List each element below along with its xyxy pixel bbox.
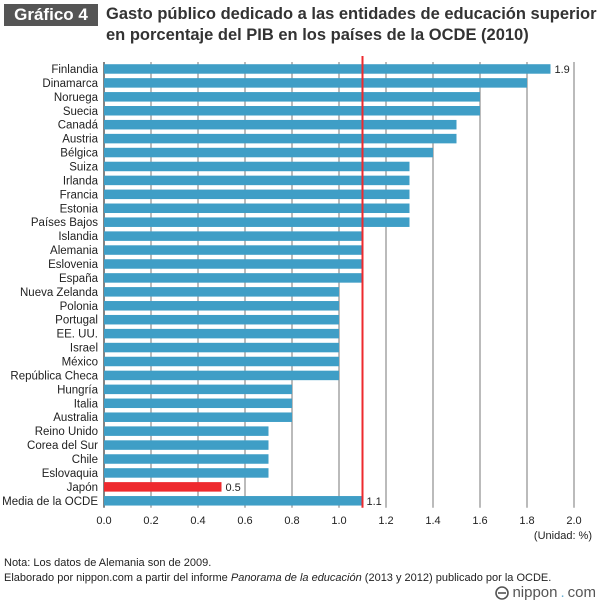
bar [104, 384, 292, 395]
bar [104, 92, 480, 102]
category-label: Irlanda [63, 175, 99, 187]
category-label: Suiza [69, 161, 98, 173]
x-tick-label: 0.8 [284, 515, 299, 527]
bar [104, 273, 363, 283]
category-label: Corea del Sur [27, 440, 98, 452]
category-label: Noruega [54, 92, 99, 104]
category-label: Alemania [50, 245, 99, 257]
bar [104, 370, 339, 381]
category-label: Finlandia [51, 64, 98, 76]
source-report-title: Panorama de la educación [230, 572, 362, 584]
category-label: Polonia [60, 301, 99, 313]
category-label: Japón [67, 482, 98, 494]
bar [104, 106, 480, 116]
category-label: Países Bajos [31, 217, 98, 229]
brand-dot: . [560, 584, 565, 601]
category-label: Suecia [63, 106, 99, 118]
bar [104, 412, 292, 422]
bar [104, 287, 339, 297]
category-label: Estonia [60, 203, 99, 215]
category-label: Reino Unido [35, 426, 98, 438]
note-line-2: Elaborado por nippon.com a partir del in… [4, 571, 551, 586]
footnotes: Nota: Los datos de Alemania son de 2009.… [4, 556, 551, 586]
figure-badge: Gráfico 4 [4, 4, 98, 26]
bar [104, 342, 339, 353]
nippon-logo-icon [495, 585, 510, 600]
category-label: República Checa [10, 370, 98, 382]
category-label: Francia [60, 189, 99, 201]
category-label: México [62, 356, 98, 368]
x-tick-label: 1.6 [472, 515, 487, 527]
bar [104, 259, 363, 269]
bar [104, 496, 363, 506]
bar [104, 217, 410, 227]
bar [104, 426, 269, 436]
category-label: Nueva Zelanda [20, 287, 99, 299]
category-label: Canadá [58, 120, 99, 132]
x-tick-label: 0.6 [237, 515, 252, 527]
x-tick-label: 0.0 [96, 515, 111, 527]
source-text-post: (2013 y 2012) publicado por la OCDE. [361, 572, 552, 584]
category-label: Hungría [57, 384, 99, 396]
x-tick-label: 1.8 [519, 515, 534, 527]
x-tick-label: 2.0 [566, 515, 581, 527]
bar [104, 314, 339, 325]
bar [104, 189, 410, 200]
chart-header: Gráfico 4 Gasto público dedicado a las e… [4, 4, 600, 48]
chart-title: Gasto público dedicado a las entidades d… [106, 5, 597, 44]
category-label: Austria [62, 134, 98, 146]
bar [104, 161, 410, 172]
category-label: Australia [53, 412, 98, 424]
data-label: 1.9 [555, 64, 570, 76]
data-label: 0.5 [226, 482, 241, 494]
category-label: Islandia [58, 231, 98, 243]
bar [104, 64, 551, 74]
category-label: Italia [74, 398, 99, 410]
bar [104, 245, 363, 255]
category-label: Eslovenia [48, 259, 98, 271]
category-label: Chile [72, 454, 98, 466]
bar-chart: 0.0 0.2 0.4 0.6 0.8 1.0 1.2 1.4 1.6 1.8 2.0 Finland… [2, 56, 582, 527]
bar [104, 301, 339, 311]
note-line-1: Nota: Los datos de Alemania son de 2009. [4, 557, 212, 569]
category-label: España [59, 273, 99, 285]
bar [104, 356, 339, 367]
bar [104, 147, 433, 158]
bar [104, 328, 339, 339]
category-label: Eslovaquia [42, 468, 99, 480]
x-tick-label: 1.0 [331, 515, 346, 527]
category-label: Bélgica [60, 148, 98, 160]
category-label: Media de la OCDE [2, 496, 98, 508]
category-label: Dinamarca [42, 78, 98, 90]
category-label: EE. UU. [56, 329, 98, 341]
bar [104, 78, 527, 88]
bar [104, 133, 457, 144]
bar [104, 203, 410, 214]
bar [104, 440, 269, 450]
bar [104, 175, 410, 186]
bar [104, 231, 363, 241]
brand-logo[interactable]: nippon. com [495, 584, 596, 601]
x-tick-label: 0.2 [143, 515, 158, 527]
bar [104, 119, 457, 130]
bar [104, 454, 269, 464]
data-label: 1.1 [367, 496, 382, 508]
category-label: Portugal [55, 315, 98, 327]
brand-suffix: com [567, 584, 596, 601]
brand-name: nippon [512, 584, 558, 601]
bar [104, 468, 269, 478]
x-tick-label: 0.4 [190, 515, 205, 527]
unit-label: (Unidad: %) [533, 530, 592, 542]
category-label: Israel [70, 343, 98, 355]
bar [104, 398, 292, 409]
source-text-pre: Elaborado por nippon.com a partir del in… [4, 572, 231, 584]
x-tick-label: 1.2 [378, 515, 393, 527]
x-tick-label: 1.4 [425, 515, 440, 527]
bar [104, 482, 222, 492]
